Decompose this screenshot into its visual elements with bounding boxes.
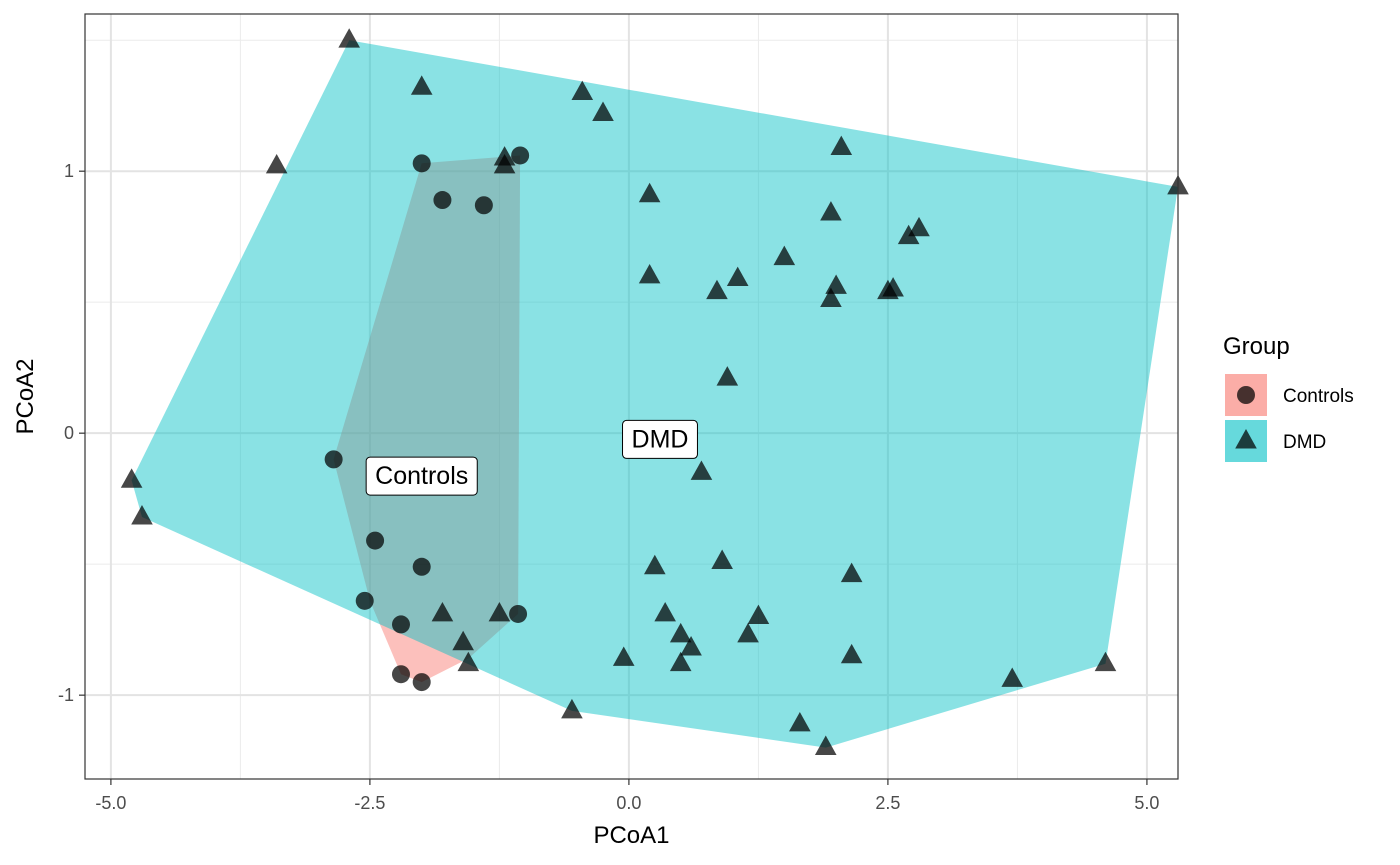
data-points — [120, 28, 1189, 756]
point-controls — [391, 615, 410, 634]
point-dmd — [690, 460, 713, 480]
point-controls — [412, 154, 431, 173]
point-dmd — [457, 651, 480, 672]
group-labels: Controls DMD — [365, 419, 698, 496]
point-dmd — [716, 366, 739, 386]
point-dmd — [773, 245, 796, 266]
group-label-text: DMD — [632, 425, 689, 453]
point-controls — [355, 591, 374, 610]
panel-background — [85, 14, 1178, 779]
point-dmd — [747, 604, 770, 625]
x-tick-label: 0.0 — [616, 793, 641, 813]
plot-panel: Controls DMD — [84, 13, 1189, 780]
point-dmd — [840, 562, 863, 583]
group-label-controls: Controls — [365, 456, 478, 496]
point-dmd — [493, 153, 516, 174]
x-tick-label: -2.5 — [354, 793, 385, 813]
x-axis: -5.0 -2.5 0.0 2.5 5.0 — [95, 779, 1159, 813]
point-dmd — [897, 224, 920, 245]
point-dmd — [711, 549, 733, 569]
point-dmd — [644, 554, 666, 575]
legend-entry-controls: Controls — [1225, 374, 1354, 416]
point-dmd — [265, 153, 288, 174]
point-dmd — [680, 636, 702, 656]
point-dmd — [840, 643, 863, 664]
point-dmd — [452, 630, 474, 651]
y-tick-label: 1 — [64, 161, 74, 181]
y-tick-label: -1 — [58, 685, 74, 705]
hull-dmd — [131, 40, 1179, 748]
point-dmd — [338, 28, 360, 48]
point-dmd — [669, 622, 692, 643]
point-dmd — [814, 735, 837, 756]
legend-label: DMD — [1283, 432, 1326, 453]
y-axis-title: PCoA2 — [12, 358, 39, 434]
point-controls — [509, 604, 528, 623]
x-axis-title: PCoA1 — [593, 822, 669, 849]
point-dmd — [877, 279, 899, 300]
point-dmd — [1001, 667, 1024, 687]
point-dmd — [706, 279, 728, 300]
legend-key-circle — [1237, 386, 1255, 404]
y-axis: -1 0 1 — [58, 161, 85, 705]
point-controls — [474, 196, 493, 215]
point-dmd — [488, 601, 511, 622]
legend-entry-dmd: DMD — [1225, 420, 1326, 462]
point-dmd — [820, 287, 842, 308]
point-dmd — [669, 651, 692, 672]
x-tick-label: 5.0 — [1134, 793, 1159, 813]
point-dmd — [654, 601, 676, 622]
point-dmd — [789, 711, 811, 732]
grid-minor — [85, 14, 1178, 779]
point-controls — [366, 531, 385, 550]
point-dmd — [638, 263, 661, 284]
point-controls — [412, 557, 431, 576]
panel-border — [84, 13, 1179, 780]
legend-label: Controls — [1283, 386, 1354, 407]
legend-key-triangle — [1235, 429, 1257, 449]
point-controls — [412, 673, 431, 692]
group-hulls — [131, 40, 1179, 748]
point-dmd — [561, 698, 583, 719]
point-dmd — [431, 601, 454, 622]
point-dmd — [120, 468, 143, 488]
group-label-dmd: DMD — [622, 419, 698, 459]
point-dmd — [1094, 651, 1117, 672]
point-dmd — [726, 266, 749, 287]
group-label-box — [622, 419, 698, 459]
legend-title: Group — [1223, 333, 1290, 360]
point-dmd — [612, 646, 635, 666]
point-controls — [511, 146, 530, 165]
point-dmd — [638, 182, 661, 203]
group-label-text: Controls — [375, 462, 468, 490]
point-dmd — [737, 622, 759, 643]
point-dmd — [908, 216, 930, 237]
point-dmd — [410, 75, 433, 95]
point-dmd — [571, 80, 594, 101]
point-dmd — [592, 101, 614, 121]
legend: Group Controls DMD — [1223, 333, 1354, 462]
point-controls — [324, 450, 343, 469]
x-tick-label: 2.5 — [875, 793, 900, 813]
point-dmd — [131, 505, 153, 525]
point-controls — [391, 665, 410, 684]
group-label-box — [365, 456, 478, 496]
point-dmd — [820, 201, 842, 221]
point-controls — [433, 191, 452, 210]
y-tick-label: 0 — [64, 423, 74, 443]
hull-controls — [333, 155, 521, 683]
point-dmd — [830, 135, 853, 156]
x-tick-label: -5.0 — [95, 793, 126, 813]
